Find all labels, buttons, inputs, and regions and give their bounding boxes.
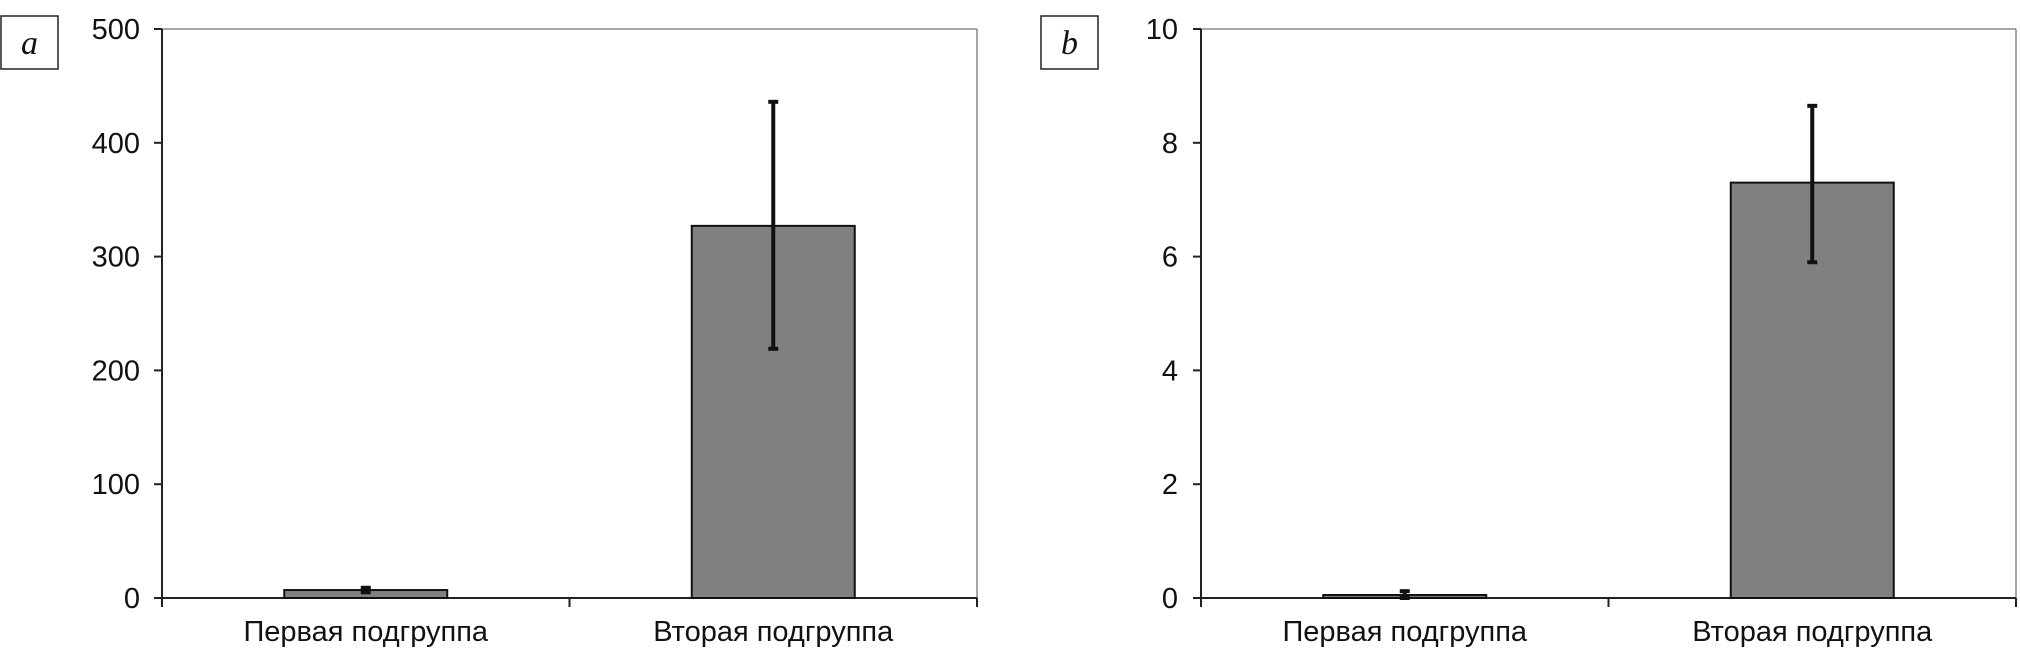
x-category-label: Первая подгруппа	[243, 616, 488, 648]
chart-panel-a: 0 100 200 300 400 500 Первая подгруппа Вторая п…	[0, 14, 978, 648]
panel-label: a	[21, 25, 38, 62]
y-tick-label: 4	[1162, 355, 1178, 387]
y-tick-label: 6	[1162, 242, 1178, 274]
y-tick-label: 200	[92, 355, 140, 387]
panel-label: b	[1061, 25, 1078, 62]
y-tick-label: 2	[1162, 469, 1178, 501]
y-tick-label: 10	[1146, 14, 1178, 46]
panel-label-box	[1040, 15, 1099, 70]
y-tick-label: 8	[1162, 128, 1178, 160]
x-category-label: Вторая подгруппа	[1692, 616, 1933, 648]
y-tick-label: 300	[92, 242, 140, 274]
x-category-label: Первая подгруппа	[1282, 616, 1527, 648]
panel-label-box	[0, 15, 59, 70]
y-tick-label: 400	[92, 128, 140, 160]
chart-panel-b: 0 2 4 6 8 10 Первая подгруппа Вторая подгруппа b	[1040, 14, 2017, 648]
x-category-label: Вторая подгруппа	[653, 616, 894, 648]
y-tick-label: 500	[92, 14, 140, 46]
y-tick-label: 100	[92, 469, 140, 501]
y-tick-label: 0	[124, 583, 140, 615]
y-tick-label: 0	[1162, 583, 1178, 615]
